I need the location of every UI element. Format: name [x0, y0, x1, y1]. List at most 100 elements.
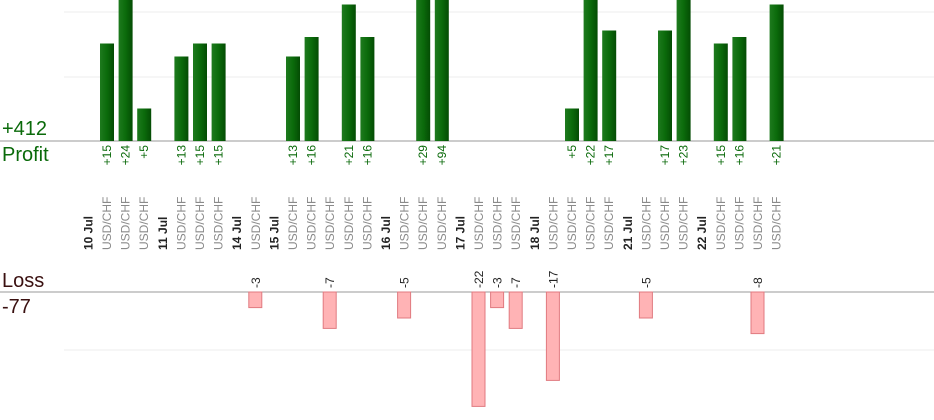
date-label: 22 Jul	[695, 216, 709, 250]
loss-bar	[508, 291, 523, 329]
profit-bar	[193, 43, 207, 141]
profit-bar	[565, 108, 579, 141]
date-label: 11 Jul	[156, 217, 170, 250]
profit-value-label: +24	[119, 145, 133, 166]
profit-bar	[658, 30, 672, 141]
profit-bar	[304, 37, 319, 141]
pair-label: USD/CHF	[732, 197, 746, 250]
pair-label: USD/CHF	[360, 197, 374, 250]
pair-label: USD/CHF	[305, 197, 319, 250]
date-label: 18 Jul	[528, 216, 542, 250]
profit-value-label: +16	[305, 145, 319, 166]
profit-value-label: +15	[212, 145, 226, 166]
pair-label: USD/CHF	[714, 197, 728, 250]
date-label: 10 Jul	[81, 216, 95, 250]
profit-value-label: +17	[658, 145, 672, 166]
loss-value-label: -5	[639, 277, 653, 288]
profit-total: +412	[2, 118, 48, 140]
profit-value-label: +23	[677, 145, 691, 166]
profit-value-label: +17	[602, 145, 616, 166]
pair-label: USD/CHF	[193, 197, 207, 250]
profit-value-label: +21	[342, 145, 356, 166]
pair-label: USD/CHF	[100, 197, 114, 250]
loss-total: -77	[2, 296, 31, 318]
pair-label: USD/CHF	[565, 197, 579, 250]
date-label: 17 Jul	[453, 216, 467, 250]
loss-bar	[490, 291, 505, 309]
profit-value-label: +94	[435, 145, 449, 166]
loss-value-label: -22	[472, 270, 486, 288]
pair-label: USD/CHF	[416, 197, 430, 250]
profit-bar	[174, 56, 189, 141]
profit-value-label: +5	[565, 145, 579, 159]
profit-value-label: +13	[174, 145, 188, 166]
profit-value-label: +16	[360, 145, 374, 166]
profit-value-label: +15	[193, 145, 207, 166]
pair-label: USD/CHF	[472, 197, 486, 250]
pair-label: USD/CHF	[212, 197, 226, 250]
pair-label: USD/CHF	[323, 197, 337, 250]
pair-label: USD/CHF	[509, 197, 523, 250]
profit-bar	[732, 37, 747, 141]
profit-bar	[211, 43, 226, 141]
pair-label: USD/CHF	[770, 197, 784, 250]
pair-label: USD/CHF	[435, 197, 449, 250]
pair-label: USD/CHF	[677, 197, 691, 250]
profit-value-label: +29	[416, 145, 430, 166]
date-label: 14 Jul	[230, 216, 244, 250]
loss-value-label: -3	[491, 277, 505, 288]
profit-bar	[341, 4, 356, 141]
profit-value-label: +5	[137, 145, 151, 159]
profit-value-label: +15	[100, 145, 114, 166]
loss-bar	[471, 291, 486, 407]
pair-label: USD/CHF	[286, 197, 300, 250]
pair-label: USD/CHF	[137, 197, 151, 250]
pair-label: USD/CHF	[119, 197, 133, 250]
date-label: 15 Jul	[267, 216, 281, 250]
loss-bar	[750, 291, 765, 335]
loss-bar	[248, 291, 263, 309]
profit-bar	[602, 30, 617, 141]
pair-label: USD/CHF	[249, 197, 263, 250]
loss-value-label: -7	[509, 277, 523, 288]
profit-label: Profit	[2, 144, 49, 166]
loss-value-label: -7	[323, 277, 337, 288]
loss-value-label: -3	[249, 277, 263, 288]
date-label: 21 Jul	[621, 216, 635, 250]
profit-bar	[286, 56, 300, 141]
pair-label: USD/CHF	[658, 197, 672, 250]
profit-value-label: +16	[732, 145, 746, 166]
profit-bar	[713, 43, 728, 141]
profit-bar	[360, 37, 375, 141]
pair-label: USD/CHF	[342, 197, 356, 250]
pair-label: USD/CHF	[398, 197, 412, 250]
profit-value-label: +21	[770, 145, 784, 166]
profit-value-label: +15	[714, 145, 728, 166]
profit-bar	[137, 108, 152, 141]
pair-label: USD/CHF	[174, 197, 188, 250]
profit-bar	[118, 0, 133, 141]
profit-value-label: +22	[584, 145, 598, 166]
loss-bar	[322, 291, 337, 329]
loss-value-label: -5	[398, 277, 412, 288]
pair-label: USD/CHF	[491, 197, 505, 250]
pair-label: USD/CHF	[546, 197, 560, 250]
profit-bar	[434, 0, 449, 141]
pair-label: USD/CHF	[602, 197, 616, 250]
profit-bar	[676, 0, 691, 141]
profit-bar	[769, 4, 784, 141]
profit-bar	[583, 0, 598, 141]
loss-bar	[397, 291, 412, 319]
profit-value-label: +13	[286, 145, 300, 166]
loss-label: Loss	[2, 270, 45, 292]
pair-label: USD/CHF	[639, 197, 653, 250]
date-label: 16 Jul	[379, 216, 393, 250]
profit-bar	[100, 43, 114, 141]
profit-bar	[416, 0, 431, 141]
loss-bar	[638, 291, 653, 319]
pair-label: USD/CHF	[751, 197, 765, 250]
pair-label: USD/CHF	[584, 197, 598, 250]
loss-bar	[545, 291, 560, 381]
loss-value-label: -8	[751, 277, 765, 288]
